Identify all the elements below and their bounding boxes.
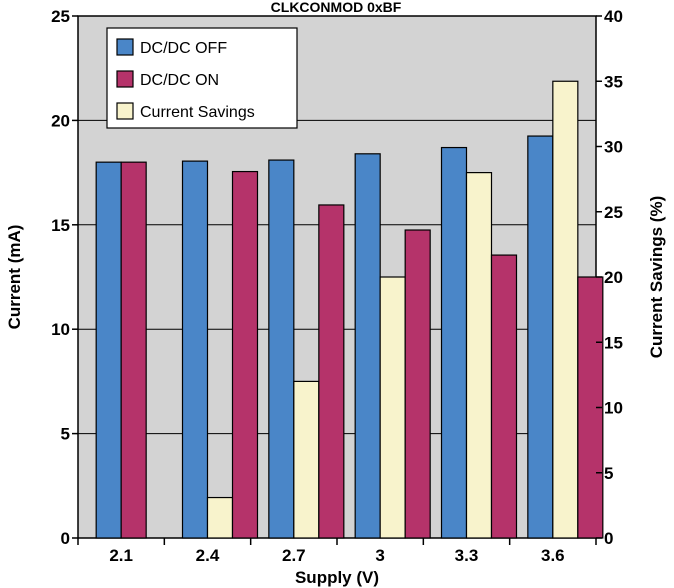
y-tick-label: 25 [51,7,70,26]
legend-swatch [116,102,134,120]
bar-dc-dc-off [268,159,295,539]
y-tick-label: 15 [51,216,70,235]
x-axis: 2.1 2.4 2.7 3 3.3 3.6 [77,538,597,565]
y2-tick-label: 15 [604,333,623,352]
chart-title: CLKCONMOD 0xBF [271,0,402,15]
y2-tick-label: 5 [604,464,613,483]
y-tick-label: 10 [51,320,70,339]
legend-swatch [116,38,134,56]
y2-tick-label: 40 [604,7,623,26]
left-axis: 0 5 10 15 20 25 [51,7,78,548]
y2-axis-title: Current Savings (%) [647,196,666,358]
x-tick-label: 3.3 [455,546,479,565]
bar-dc-dc-off [440,146,468,539]
right-axis: 0 5 10 15 20 25 30 35 40 [596,7,623,548]
legend-label: Current Savings [140,104,255,121]
y2-tick-label: 20 [604,268,623,287]
bars [95,80,604,539]
x-tick-label: 3.6 [541,546,565,565]
x-tick-label: 2.7 [282,546,306,565]
bar-dc-dc-on [490,254,518,539]
y2-tick-label: 0 [604,529,613,548]
x-tick-label: 2.4 [196,546,220,565]
y-tick-label: 20 [51,111,70,130]
bar-current-savings [293,380,320,539]
bar-dc-dc-off [181,160,209,539]
legend-label: DC/DC ON [140,72,219,89]
bar-dc-dc-off [354,153,381,539]
y-tick-label: 5 [61,425,70,444]
legend-box [106,27,298,129]
x-tick-label: 3 [375,546,384,565]
y2-tick-label: 10 [604,399,623,418]
bar-dc-dc-off [527,135,554,539]
bar-dc-dc-on [318,204,345,539]
bar-current-savings [206,496,234,539]
y-tick-label: 0 [61,529,70,548]
bar-current-savings [552,80,579,539]
y2-tick-label: 25 [604,203,623,222]
y-axis-title: Current (mA) [5,225,24,330]
bar-dc-dc-off [95,161,122,539]
bar-current-savings [379,276,406,539]
x-axis-title: Supply (V) [295,568,379,587]
bar-dc-dc-on [231,170,259,539]
legend: DC/DC OFF DC/DC ON Current Savings [106,27,298,129]
legend-label: DC/DC OFF [140,40,227,57]
bar-dc-dc-on [120,161,147,539]
y2-tick-label: 30 [604,138,623,157]
bar-current-savings [465,172,493,539]
legend-swatch [116,70,134,88]
x-tick-label: 2.1 [109,546,133,565]
bar-dc-dc-on [404,229,431,539]
y2-tick-label: 35 [604,72,623,91]
